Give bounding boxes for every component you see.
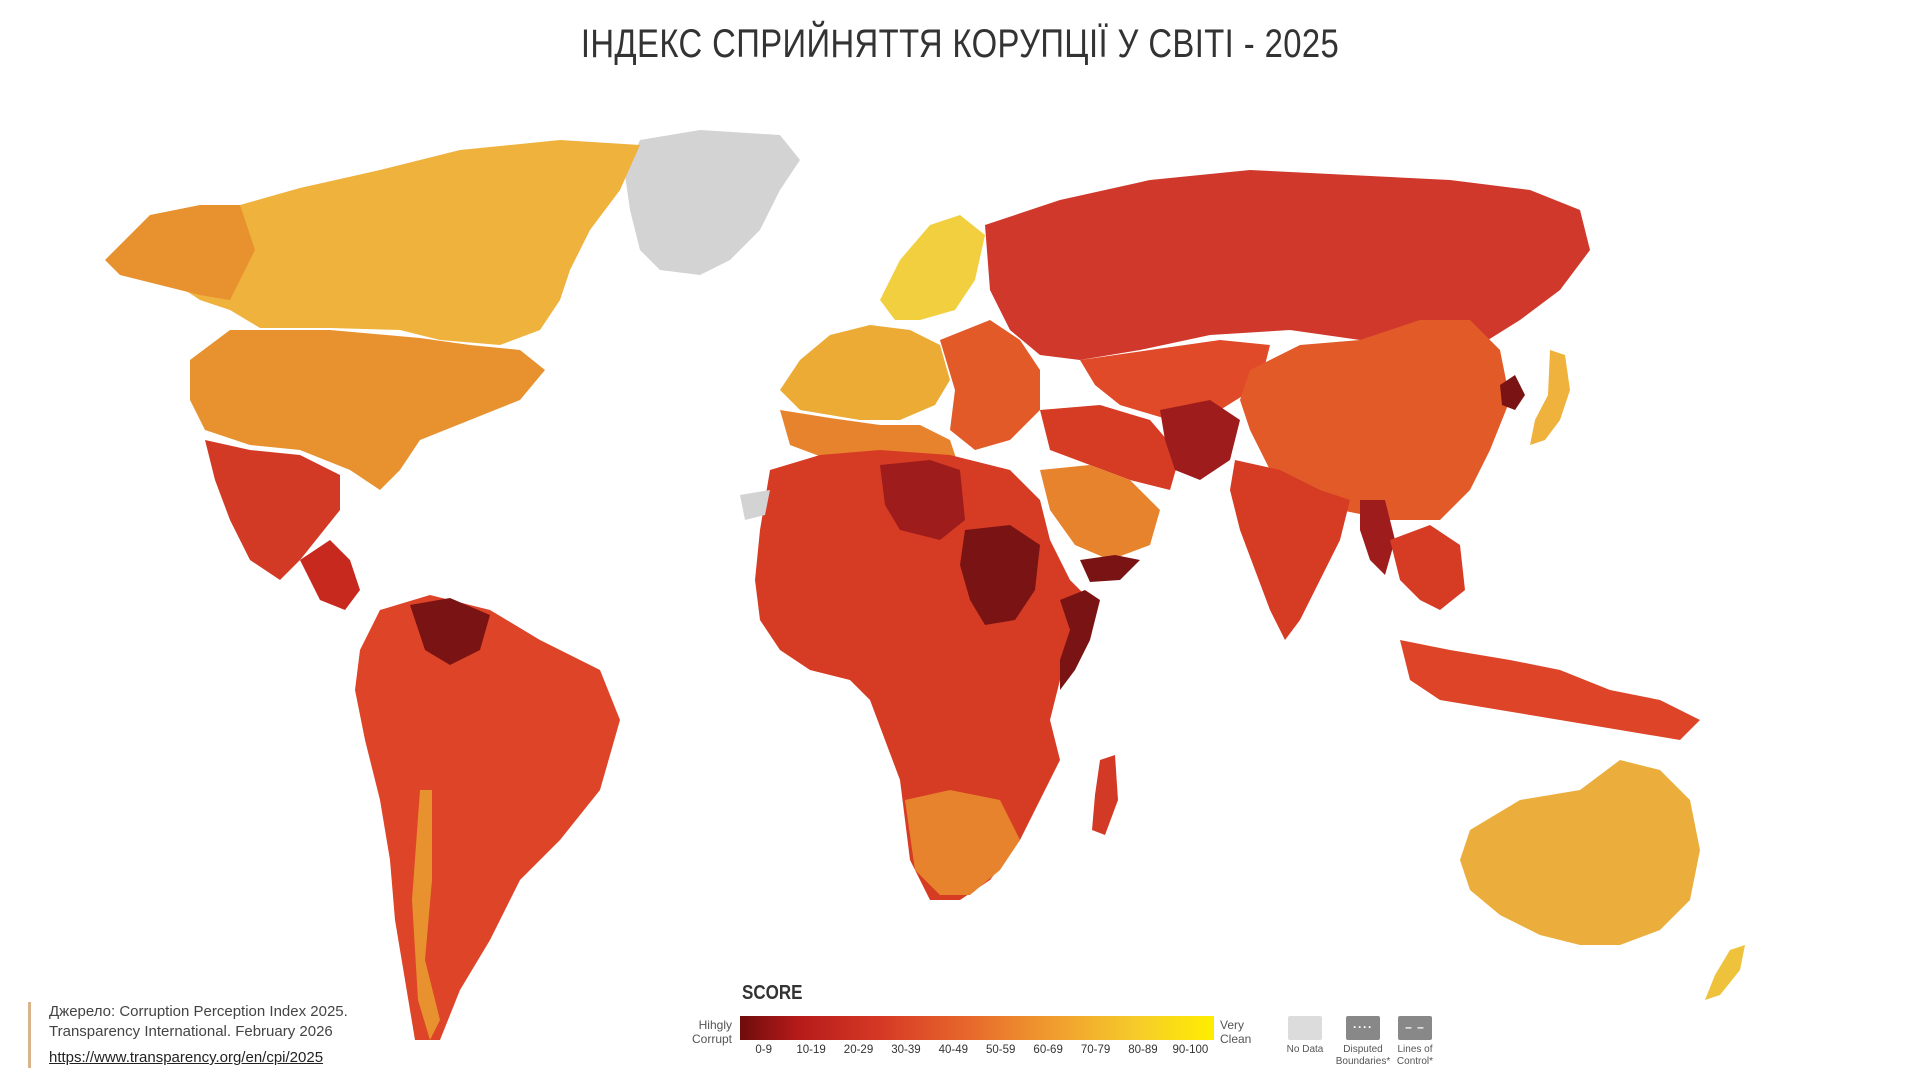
region-usa[interactable] <box>190 330 545 490</box>
legend-tick: 70-79 <box>1080 1044 1111 1056</box>
legend-tick: 40-49 <box>938 1044 969 1056</box>
region-china[interactable] <box>1240 320 1510 520</box>
region-western-sahara[interactable] <box>740 490 770 520</box>
region-nordics[interactable] <box>880 215 985 320</box>
region-afghanistan[interactable] <box>1160 400 1240 480</box>
legend-low-label: Hihgly Corrupt <box>691 1018 732 1046</box>
legend-tick: 30-39 <box>891 1044 921 1056</box>
region-japan[interactable] <box>1530 350 1570 445</box>
region-venezuela[interactable] <box>410 598 490 665</box>
legend-tick: 80-89 <box>1128 1044 1158 1056</box>
region-southern-africa[interactable] <box>905 790 1020 895</box>
region-madagascar[interactable] <box>1092 755 1118 835</box>
region-middle-east[interactable] <box>1040 405 1180 490</box>
disputed-swatch: ···· <box>1346 1016 1380 1040</box>
region-western-europe[interactable] <box>780 325 950 420</box>
legend-tick: 20-29 <box>843 1044 874 1056</box>
region-sudan[interactable] <box>960 525 1040 625</box>
region-central-america[interactable] <box>300 540 360 610</box>
region-somalia[interactable] <box>1060 590 1100 690</box>
source-note: Джерело: Corruption Perception Index 202… <box>28 1002 348 1068</box>
region-alaska[interactable] <box>105 205 255 300</box>
region-yemen[interactable] <box>1080 555 1140 582</box>
legend-lines-of-control: – – Lines of Control* <box>1380 1016 1450 1068</box>
no-data-label: No Data <box>1286 1044 1324 1055</box>
region-canada[interactable] <box>130 140 640 345</box>
region-chile[interactable] <box>412 790 440 1040</box>
legend-color-bar <box>740 1016 1214 1040</box>
legend-tick: 90-100 <box>1172 1044 1209 1056</box>
region-eastern-europe[interactable] <box>940 320 1040 450</box>
source-line-2: Transparency International. February 202… <box>49 1023 333 1040</box>
region-libya[interactable] <box>880 460 965 540</box>
legend-no-data: No Data <box>1270 1016 1340 1056</box>
region-new-zealand[interactable] <box>1705 945 1745 1000</box>
legend-high-label: Very Clean <box>1220 1018 1252 1046</box>
region-south-america[interactable] <box>355 595 620 1040</box>
legend-heading: SCORE <box>742 982 803 1004</box>
region-southeast-asia[interactable] <box>1390 525 1465 610</box>
no-data-swatch <box>1288 1016 1322 1040</box>
disputed-label: Disputed Boundaries* <box>1335 1044 1391 1067</box>
region-mexico[interactable] <box>205 440 340 580</box>
region-russia[interactable] <box>985 170 1590 360</box>
region-india[interactable] <box>1230 460 1350 640</box>
legend-disputed: ···· Disputed Boundaries* <box>1328 1016 1398 1068</box>
legend-ticks: 0-9 10-19 20-29 30-39 40-49 50-59 60-69 … <box>740 1044 1214 1060</box>
lines-of-control-label: Lines of Control* <box>1396 1044 1434 1067</box>
region-australia[interactable] <box>1460 760 1700 945</box>
region-myanmar[interactable] <box>1360 500 1395 575</box>
source-link[interactable]: https://www.transparency.org/en/cpi/2025 <box>49 1049 324 1066</box>
region-indonesia[interactable] <box>1400 640 1700 740</box>
legend: SCORE Hihgly Corrupt Very Clean 0-9 10-1… <box>680 982 1440 1078</box>
legend-tick: 0-9 <box>755 1044 773 1056</box>
region-central-asia[interactable] <box>1080 340 1270 420</box>
legend-tick: 60-69 <box>1033 1044 1063 1056</box>
lines-of-control-swatch: – – <box>1398 1016 1432 1040</box>
region-greenland[interactable] <box>625 130 800 275</box>
legend-tick: 50-59 <box>986 1044 1016 1056</box>
source-line-1: Джерело: Corruption Perception Index 202… <box>49 1003 348 1020</box>
legend-tick: 10-19 <box>796 1044 826 1056</box>
page-title: ІНДЕКС СПРИЙНЯТТЯ КОРУПЦІЇ У СВІТІ - 202… <box>580 22 1340 66</box>
region-north-korea[interactable] <box>1500 375 1525 410</box>
region-saudi-arabia[interactable] <box>1040 465 1160 560</box>
